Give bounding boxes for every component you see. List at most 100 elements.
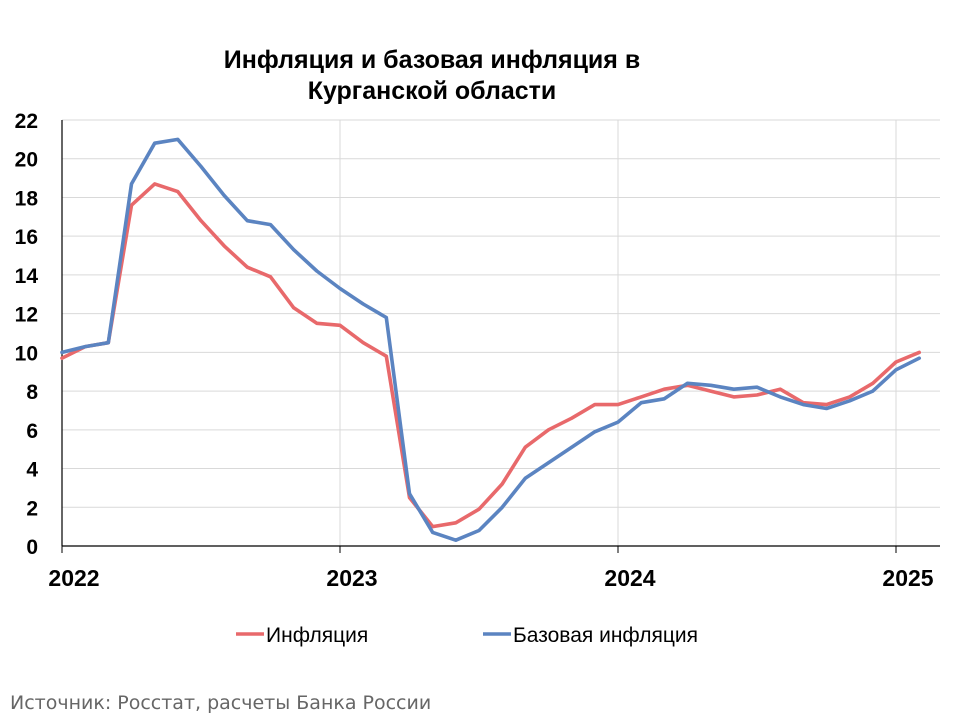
chart-title: Инфляция и базовая инфляция в Курганской… (224, 46, 640, 105)
data-point (176, 137, 180, 141)
data-point (709, 389, 713, 393)
x-tick-label: 2023 (326, 565, 377, 591)
y-tick-label: 18 (15, 187, 39, 210)
y-tick-label: 6 (26, 420, 38, 443)
data-point (848, 395, 852, 399)
data-point (222, 194, 226, 198)
legend-label: Базовая инфляция (513, 624, 698, 647)
data-point (778, 387, 782, 391)
data-point (500, 505, 504, 509)
x-tick-label: 2022 (48, 565, 99, 591)
data-point (361, 341, 365, 345)
legend-item-0: Инфляция (236, 624, 368, 647)
chart-title-line-1: Инфляция и базовая инфляция в (224, 46, 640, 74)
gridlines (62, 119, 940, 546)
x-axis: 2022 2023 2024 2025 (48, 120, 940, 591)
legend-label: Инфляция (266, 624, 368, 647)
data-point (222, 244, 226, 248)
data-point (917, 350, 921, 354)
data-point (245, 219, 249, 223)
data-point (871, 381, 875, 385)
y-tick-label: 8 (26, 381, 38, 404)
series-lines (60, 137, 922, 543)
data-point (500, 482, 504, 486)
y-axis-ticks: 0 2 4 6 8 10 12 14 16 18 20 22 (15, 110, 39, 559)
data-point (778, 395, 782, 399)
data-point (570, 416, 574, 420)
data-point (454, 521, 458, 525)
data-point (593, 403, 597, 407)
data-point (292, 306, 296, 310)
y-tick-label: 4 (26, 459, 38, 482)
data-point (801, 403, 805, 407)
data-point (755, 385, 759, 389)
data-point (894, 368, 898, 372)
data-point (176, 190, 180, 194)
data-point (384, 316, 388, 320)
data-point (454, 538, 458, 542)
data-point (523, 476, 527, 480)
data-point (60, 350, 64, 354)
data-point (732, 395, 736, 399)
data-point (477, 529, 481, 533)
data-point (384, 354, 388, 358)
legend: Инфляция Базовая инфляция (236, 624, 698, 647)
data-point (361, 302, 365, 306)
data-point (130, 182, 133, 186)
y-tick-label: 12 (15, 304, 38, 327)
data-point (199, 164, 203, 168)
chart: Инфляция и базовая инфляция в Курганской… (15, 46, 940, 647)
data-point (408, 492, 411, 496)
data-point (639, 395, 643, 399)
legend-item-1: Базовая инфляция (483, 624, 698, 647)
data-point (431, 525, 435, 529)
data-point (755, 393, 759, 397)
data-point (269, 275, 272, 279)
data-point (431, 530, 435, 534)
series-line-1 (60, 137, 922, 543)
data-point (477, 507, 481, 511)
series-line-0 (60, 182, 922, 529)
y-tick-label: 2 (26, 497, 38, 520)
data-point (871, 389, 875, 393)
data-point (894, 360, 898, 364)
y-tick-label: 22 (15, 110, 38, 133)
data-point (269, 223, 272, 227)
data-point (60, 356, 64, 360)
data-point (732, 387, 736, 391)
chart-title-line-2: Курганской области (308, 77, 557, 105)
data-point (315, 321, 319, 325)
data-point (709, 383, 713, 387)
data-point (130, 203, 133, 207)
data-point (83, 345, 87, 349)
data-point (662, 387, 666, 391)
data-point (547, 461, 550, 465)
data-point (825, 403, 828, 407)
data-point (570, 445, 574, 449)
data-point (825, 407, 828, 411)
y-tick-label: 0 (26, 536, 38, 559)
data-point (523, 445, 527, 449)
data-point (338, 323, 342, 327)
data-point (338, 286, 342, 290)
data-point (199, 219, 203, 223)
data-point (106, 341, 110, 345)
data-point (245, 265, 249, 269)
data-point (639, 401, 643, 405)
y-tick-label: 20 (15, 149, 38, 172)
data-point (153, 141, 157, 145)
source-note: Источник: Росстат, расчеты Банка России (10, 692, 432, 714)
y-tick-label: 14 (15, 265, 39, 288)
data-point (662, 397, 666, 401)
x-tick-label: 2024 (604, 565, 655, 591)
data-point (616, 403, 620, 407)
data-point (292, 248, 296, 252)
data-point (315, 269, 319, 273)
data-point (593, 430, 597, 434)
data-point (848, 399, 852, 403)
data-point (153, 182, 157, 186)
x-tick-label: 2025 (882, 565, 933, 591)
y-tick-label: 10 (15, 342, 38, 365)
data-point (547, 428, 550, 432)
data-point (616, 420, 620, 424)
